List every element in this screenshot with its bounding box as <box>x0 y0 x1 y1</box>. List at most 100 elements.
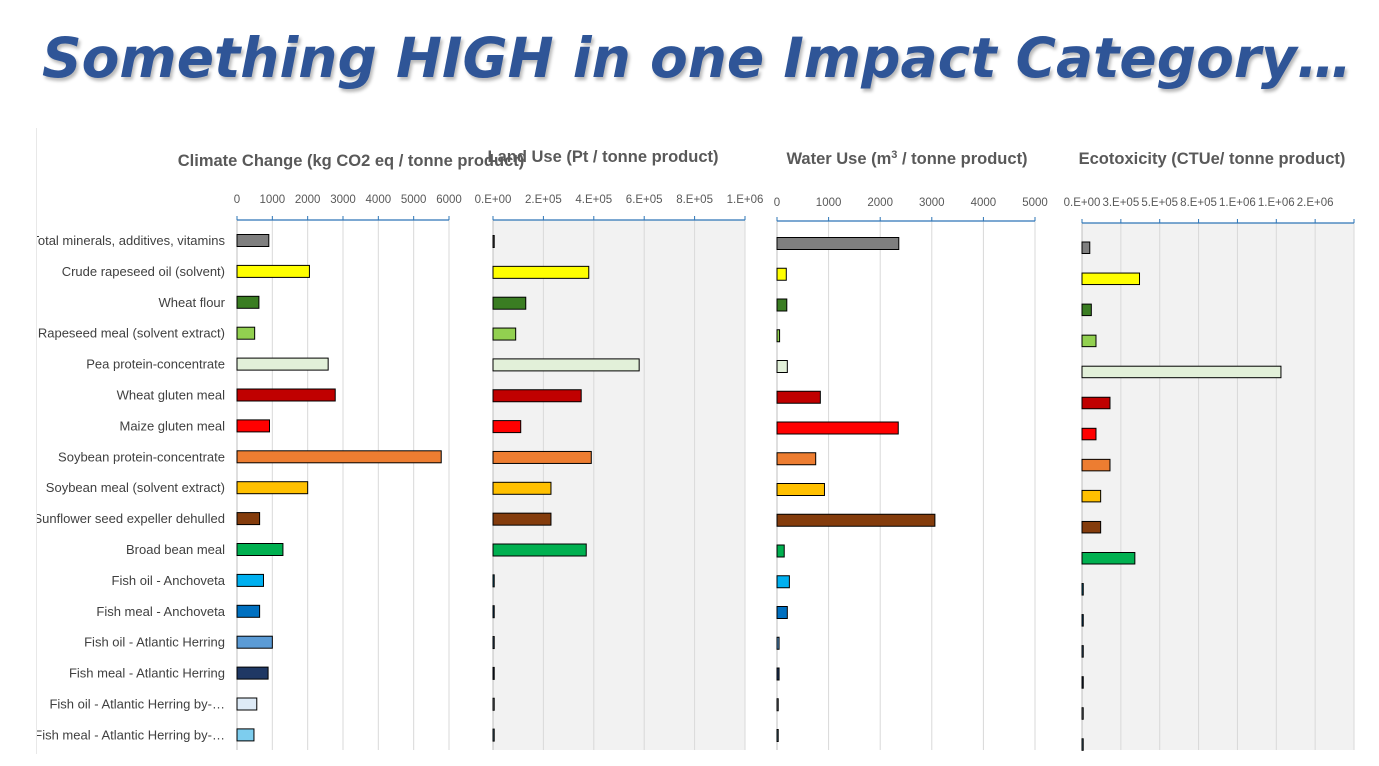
bar <box>236 728 255 742</box>
category-label: Soybean protein-concentrate <box>58 449 225 464</box>
bar <box>236 512 261 526</box>
tick-label: 8.E+05 <box>676 194 713 206</box>
bar <box>1081 614 1084 627</box>
bar <box>1081 241 1091 254</box>
bar <box>1081 676 1084 689</box>
bar <box>492 636 495 650</box>
bar <box>492 574 495 588</box>
tick-label: 3000 <box>919 197 945 209</box>
bar <box>236 264 310 278</box>
bar <box>236 326 256 340</box>
bar <box>1081 427 1097 441</box>
bar <box>1081 396 1111 410</box>
tick-label: 5.E+05 <box>1141 197 1178 209</box>
bar <box>776 544 785 558</box>
category-label: Maize gluten meal <box>120 418 226 433</box>
bar <box>776 483 825 496</box>
bar <box>236 295 260 309</box>
bar <box>776 421 899 435</box>
bar <box>236 481 309 495</box>
bar <box>236 388 336 402</box>
category-label: Fish meal - Anchoveta <box>96 604 225 619</box>
tick-label: 3000 <box>330 194 356 206</box>
bar <box>492 389 582 403</box>
tick-label: 6.E+05 <box>626 194 663 206</box>
bar <box>492 666 495 680</box>
bar <box>1081 552 1136 565</box>
plot-background <box>1082 223 1354 750</box>
category-label: Broad bean meal <box>126 542 225 557</box>
tick-label: 2.E+05 <box>525 194 562 206</box>
bar <box>236 573 264 587</box>
chart-area: Total minerals, additives, vitamins Crude… <box>36 128 1362 754</box>
bar <box>236 543 284 556</box>
tick-label: 0 <box>774 197 780 209</box>
bar <box>776 298 788 312</box>
bar <box>236 357 329 371</box>
tick-label: 4.E+05 <box>575 194 612 206</box>
bar <box>1081 645 1084 658</box>
category-label: Rapeseed meal (solvent extract) <box>38 326 225 341</box>
bar <box>776 329 781 343</box>
bar <box>1081 707 1084 720</box>
bar <box>1081 520 1102 534</box>
bar <box>776 606 788 619</box>
tick-label: 8.E+05 <box>1180 197 1217 209</box>
bar <box>492 481 552 495</box>
bar <box>1081 489 1102 503</box>
chart-panel-1: 0 1000 2000 3000 4000 5000 6000 Climate Change … <box>178 152 525 750</box>
category-label: Wheat gluten meal <box>117 388 226 403</box>
tick-label: 2.E+06 <box>1297 197 1334 209</box>
chart-panel-4: 0.E+00 3.E+05 5.E+05 8.E+05 1.E+06 1.E+06 2.E+… <box>1064 150 1355 751</box>
tick-label: 3.E+05 <box>1102 197 1139 209</box>
chart-title: Ecotoxicity (CTUe/ tonne product) <box>1079 150 1346 168</box>
bar <box>492 543 587 557</box>
bar <box>776 237 900 250</box>
category-label: Wheat flour <box>159 295 226 310</box>
category-label: Total minerals, additives, vitamins <box>37 233 225 248</box>
bar <box>492 358 640 372</box>
tick-label: 1.E+06 <box>1258 197 1295 209</box>
bar <box>492 265 590 279</box>
category-label: Fish oil - Atlantic Herring <box>84 635 225 650</box>
bar <box>236 666 269 680</box>
category-label: Soybean meal (solvent extract) <box>46 480 225 495</box>
bar <box>1081 365 1282 379</box>
bar <box>776 360 788 373</box>
chart-panel-2: 0.E+00 2.E+05 4.E+05 6.E+05 8.E+05 1.E+06 Land… <box>475 148 764 750</box>
bar <box>776 575 790 589</box>
bar <box>492 605 495 619</box>
tick-label: 1.E+06 <box>727 194 764 206</box>
bar <box>1081 738 1084 751</box>
tick-label: 2000 <box>867 197 893 209</box>
chart-title: Water Use (m3 / tonne product) <box>786 149 1027 168</box>
category-label: Pea protein-concentrate <box>86 357 225 372</box>
bar <box>776 729 779 742</box>
tick-label: 4000 <box>971 197 997 209</box>
chart-title: Climate Change (kg CO2 eq / tonne produc… <box>178 152 525 170</box>
bar <box>776 698 779 712</box>
slide-title: Something HIGH in one Impact Category… <box>42 26 1352 90</box>
tick-label: 1000 <box>816 197 842 209</box>
category-label: Crude rapeseed oil (solvent) <box>62 264 225 279</box>
chart-title: Land Use (Pt / tonne product) <box>488 148 719 166</box>
bar <box>776 513 936 527</box>
tick-label: 6000 <box>436 194 462 206</box>
bar <box>776 390 821 404</box>
tick-label: 5000 <box>1022 197 1048 209</box>
category-label: Fish meal - Atlantic Herring <box>69 666 225 681</box>
bar <box>492 235 495 248</box>
tick-label: 1.E+06 <box>1219 197 1256 209</box>
chart-panel-3: 0 1000 2000 3000 4000 5000 Water Use (m3 / ton… <box>774 149 1048 750</box>
tick-label: 5000 <box>401 194 427 206</box>
bar <box>776 636 780 650</box>
bar <box>236 635 273 649</box>
category-label: Fish oil - Anchoveta <box>112 573 226 588</box>
bar <box>492 450 592 464</box>
bar <box>776 452 817 466</box>
bar <box>236 450 442 464</box>
category-label: Fish meal - Atlantic Herring by-… <box>37 727 225 742</box>
bar <box>236 234 270 247</box>
category-label: Sunflower seed expeller dehulled <box>37 511 225 526</box>
bar <box>1081 458 1111 472</box>
